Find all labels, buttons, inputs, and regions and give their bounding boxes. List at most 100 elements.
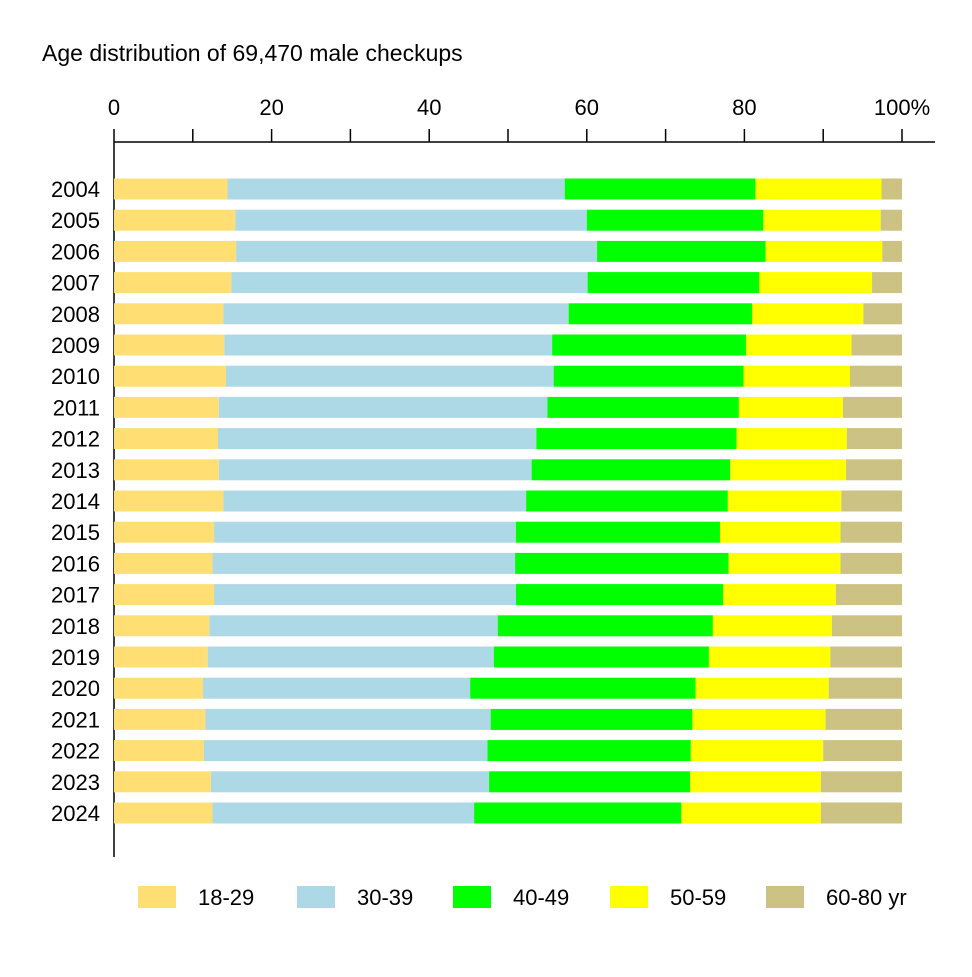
bar-segment xyxy=(212,802,475,824)
bar-segment xyxy=(114,334,225,356)
x-tick-label: 60 xyxy=(575,95,599,120)
legend-label: 60-80 yr xyxy=(826,885,907,910)
bar-segment xyxy=(526,490,728,512)
bar-segment xyxy=(842,396,902,418)
bar-segment xyxy=(515,521,720,543)
bar-segment xyxy=(736,428,847,450)
x-tick-label: 40 xyxy=(417,95,441,120)
bar-segment xyxy=(841,490,902,512)
y-tick-label: 2012 xyxy=(51,427,100,452)
bar-segment xyxy=(723,584,836,606)
bar-segment xyxy=(114,240,237,262)
x-tick-label: 0 xyxy=(108,95,120,120)
bar-segment xyxy=(863,303,902,325)
bar-segment xyxy=(114,552,213,574)
y-tick-label: 2022 xyxy=(51,739,100,764)
bar-segment xyxy=(743,365,850,387)
legend-label: 40-49 xyxy=(513,885,569,910)
bar-segment xyxy=(218,459,532,481)
bar-segment xyxy=(214,584,516,606)
y-tick-label: 2018 xyxy=(51,614,100,639)
legend-label: 50-59 xyxy=(670,885,726,910)
bar-segment xyxy=(114,615,210,637)
bar-segment xyxy=(114,708,206,730)
bar-segment xyxy=(531,459,731,481)
bar-segment xyxy=(825,708,902,730)
bar-segment xyxy=(828,677,902,699)
bar-segment xyxy=(487,740,691,762)
bar-segment xyxy=(728,552,841,574)
bar-segment xyxy=(692,708,826,730)
bar-segment xyxy=(114,646,208,668)
bar-segment xyxy=(223,490,527,512)
bar-segment xyxy=(227,178,565,200)
bar-segment xyxy=(225,365,554,387)
bar-segment xyxy=(553,365,744,387)
bar-segment xyxy=(840,521,902,543)
bar-segment xyxy=(681,802,821,824)
legend-label: 30-39 xyxy=(357,885,413,910)
bar-segment xyxy=(820,771,902,793)
bar-segment xyxy=(880,209,902,231)
bar-segment xyxy=(224,334,553,356)
y-tick-label: 2024 xyxy=(51,801,100,826)
bar-segment xyxy=(846,428,902,450)
bar-segment xyxy=(114,209,236,231)
bar-segment xyxy=(114,303,224,325)
bar-segment xyxy=(515,584,724,606)
bar-segment xyxy=(114,428,219,450)
bar-segment xyxy=(493,646,709,668)
bar-segment xyxy=(823,740,902,762)
bar-segment xyxy=(205,708,491,730)
y-tick-label: 2013 xyxy=(51,458,100,483)
bar-segment xyxy=(597,240,766,262)
bar-segment xyxy=(881,178,902,200)
y-tick-label: 2005 xyxy=(51,208,100,233)
bar-segment xyxy=(752,303,864,325)
bar-segment xyxy=(547,396,739,418)
bar-segment xyxy=(564,178,756,200)
bar-segment xyxy=(712,615,832,637)
bar-segment xyxy=(690,771,821,793)
bar-segment xyxy=(203,740,488,762)
bar-segment xyxy=(840,552,902,574)
bar-segment xyxy=(114,740,204,762)
y-tick-label: 2015 xyxy=(51,520,100,545)
legend-swatch xyxy=(297,886,335,908)
legend-swatch xyxy=(610,886,648,908)
x-tick-label: 80 xyxy=(732,95,756,120)
bar-segment xyxy=(727,490,842,512)
bar-segment xyxy=(231,272,588,294)
bar-segment xyxy=(236,240,598,262)
x-tick-label: 100% xyxy=(874,95,930,120)
bar-segment xyxy=(830,646,902,668)
bar-segment xyxy=(114,771,211,793)
bar-segment xyxy=(820,802,902,824)
bar-segment xyxy=(212,552,516,574)
bar-segment xyxy=(695,677,829,699)
bar-segment xyxy=(759,272,873,294)
bar-segment xyxy=(497,615,713,637)
y-tick-label: 2008 xyxy=(51,302,100,327)
bar-segment xyxy=(755,178,882,200)
bar-segment xyxy=(489,771,691,793)
bar-segment xyxy=(586,209,764,231)
bar-segment xyxy=(690,740,824,762)
bar-segment xyxy=(114,178,228,200)
bar-segment xyxy=(763,209,881,231)
y-tick-label: 2007 xyxy=(51,271,100,296)
bar-segment xyxy=(846,459,902,481)
bar-segment xyxy=(745,334,852,356)
bar-segment xyxy=(474,802,682,824)
bar-segment xyxy=(831,615,902,637)
bar-segment xyxy=(470,677,696,699)
bar-segment xyxy=(218,428,537,450)
x-tick-label: 20 xyxy=(259,95,283,120)
bar-segment xyxy=(552,334,746,356)
y-tick-label: 2014 xyxy=(51,489,100,514)
chart-title: Age distribution of 69,470 male checkups xyxy=(42,40,463,66)
bar-segment xyxy=(114,521,215,543)
y-tick-label: 2017 xyxy=(51,583,100,608)
